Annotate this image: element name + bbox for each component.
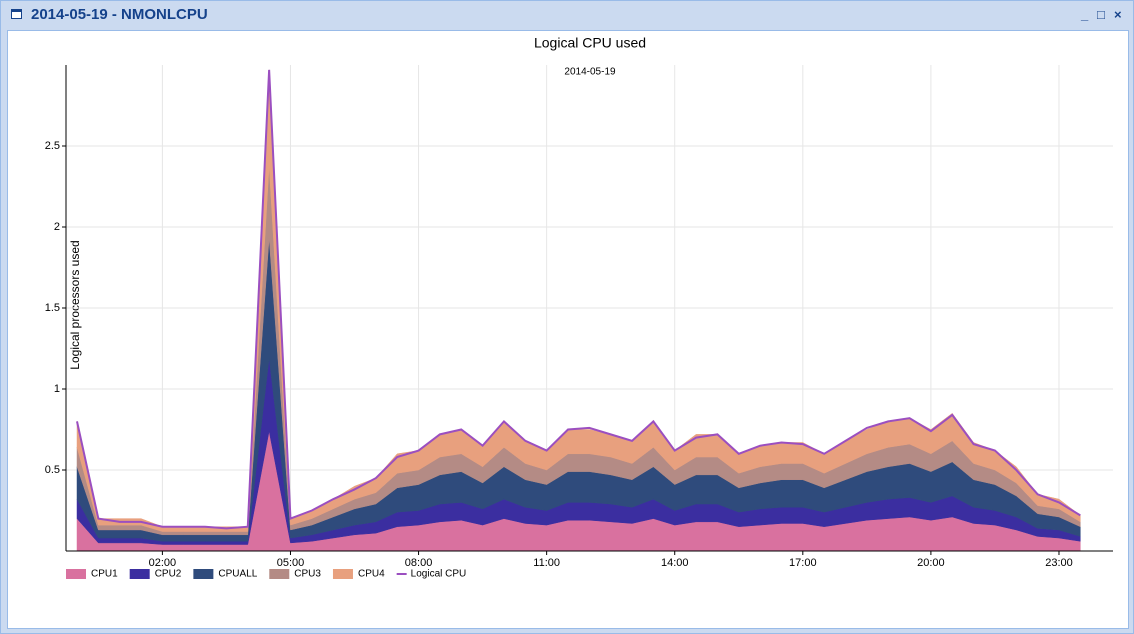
- legend-swatch: [193, 569, 214, 579]
- x-tick-label: 17:00: [789, 557, 817, 569]
- legend-swatch: [269, 569, 290, 579]
- x-tick-label: 08:00: [405, 557, 433, 569]
- window-title: 2014-05-19 - NMONLCPU: [31, 6, 208, 23]
- legend-label: CPU2: [155, 569, 182, 580]
- x-tick-label: 05:00: [277, 557, 305, 569]
- legend-label: CPU1: [91, 569, 118, 580]
- legend-label: CPUALL: [218, 569, 257, 580]
- y-tick-label: 1.5: [45, 302, 60, 314]
- area: [76, 238, 1081, 542]
- x-tick-label: 20:00: [917, 557, 945, 569]
- y-tick-label: 0.5: [45, 464, 60, 476]
- minimize-button[interactable]: _: [1081, 7, 1089, 22]
- y-tick-label: 1: [54, 383, 60, 395]
- legend-swatch: [129, 569, 150, 579]
- y-axis-label: Logical processors used: [68, 240, 82, 369]
- y-tick-label: 2.5: [45, 140, 60, 152]
- close-button[interactable]: ×: [1114, 7, 1122, 22]
- x-tick-label: 14:00: [661, 557, 689, 569]
- x-tick-label: 11:00: [533, 557, 560, 569]
- chart-subtitle: 2014-05-19: [564, 67, 616, 78]
- x-tick-label: 02:00: [149, 557, 177, 569]
- x-tick-label: 23:00: [1045, 557, 1073, 569]
- legend-swatch: [332, 569, 353, 579]
- legend-label: CPU3: [294, 569, 321, 580]
- legend-swatch: [66, 569, 86, 579]
- chart-title: Logical CPU used: [534, 35, 646, 51]
- maximize-button[interactable]: □: [1097, 7, 1105, 22]
- y-tick-label: 2: [54, 221, 60, 233]
- legend-label: CPU4: [358, 569, 385, 580]
- title-bar: 2014-05-19 - NMONLCPU _ □ ×: [1, 1, 1133, 29]
- line: [76, 69, 1081, 530]
- legend-label: Logical CPU: [411, 569, 467, 580]
- window-icon: [11, 9, 22, 19]
